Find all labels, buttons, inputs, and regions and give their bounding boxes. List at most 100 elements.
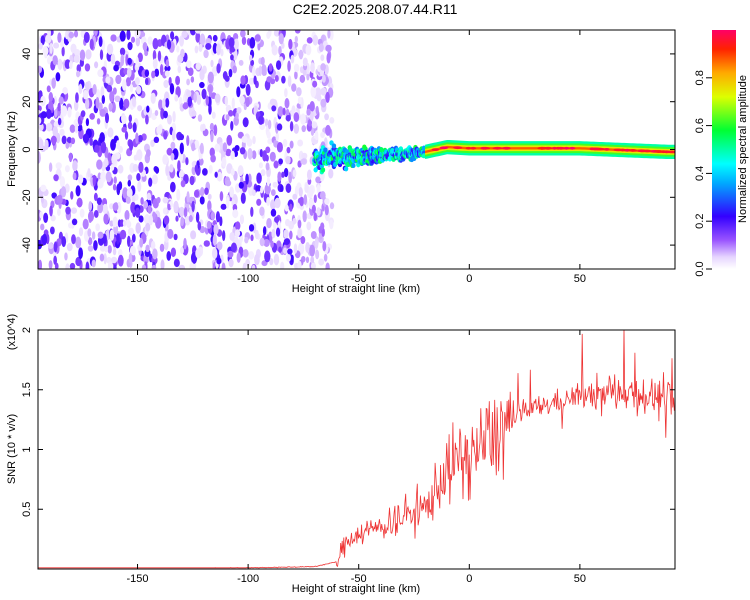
- noise-speckle: [166, 39, 172, 50]
- noise-speckle: [76, 64, 82, 73]
- peak-speckle: [541, 146, 547, 150]
- noise-speckle: [49, 205, 53, 217]
- noise-speckle: [61, 135, 67, 145]
- x-tick-label: 50: [574, 573, 586, 585]
- noise-speckle: [290, 255, 294, 263]
- noise-speckle: [107, 152, 112, 164]
- noise-speckle: [208, 164, 213, 174]
- noise-speckle: [266, 131, 271, 139]
- noise-speckle: [209, 122, 215, 131]
- noise-speckle: [196, 94, 202, 106]
- noise-speckle: [153, 136, 160, 144]
- noise-speckle: [266, 218, 272, 229]
- noise-speckle: [187, 96, 193, 107]
- noise-speckle: [89, 112, 95, 120]
- noise-speckle: [245, 97, 250, 108]
- x-tick-label: -50: [351, 573, 367, 585]
- x-tick-label: -50: [351, 273, 367, 285]
- noise-speckle: [83, 31, 90, 44]
- noise-speckle: [186, 191, 190, 203]
- noise-speckle: [180, 216, 185, 227]
- noise-speckle: [43, 212, 49, 223]
- noise-speckle: [211, 66, 218, 77]
- noise-speckle: [216, 63, 221, 74]
- chart-title: C2E2.2025.208.07.44.R11: [293, 1, 458, 17]
- noise-speckle: [316, 207, 321, 217]
- noise-speckle: [127, 121, 133, 130]
- y-tick-label: 0: [21, 146, 33, 152]
- noise-speckle: [135, 36, 141, 47]
- noise-speckle: [179, 35, 184, 47]
- noise-speckle: [46, 85, 51, 93]
- noise-speckle: [294, 35, 298, 43]
- noise-speckle: [325, 44, 332, 52]
- noise-speckle: [96, 197, 102, 206]
- noise-speckle: [73, 54, 80, 63]
- noise-speckle: [221, 156, 227, 168]
- noise-speckle: [300, 113, 306, 125]
- y-tick-label: 0.5: [21, 502, 33, 517]
- noise-speckle: [107, 245, 112, 254]
- noise-speckle: [133, 154, 138, 161]
- noise-speckle: [145, 244, 150, 253]
- noise-speckle: [262, 150, 268, 162]
- noise-speckle: [274, 74, 279, 82]
- noise-speckle: [285, 115, 291, 122]
- noise-speckle: [320, 98, 327, 108]
- noise-speckle: [72, 160, 78, 172]
- noise-speckle: [165, 164, 170, 177]
- noise-speckle: [65, 141, 70, 149]
- noise-speckle: [135, 207, 141, 218]
- noise-speckle: [305, 44, 312, 56]
- noise-speckle: [194, 164, 199, 173]
- noise-speckle: [259, 149, 263, 158]
- noise-speckle: [89, 38, 94, 50]
- noise-speckle: [106, 43, 114, 55]
- noise-speckle: [48, 91, 54, 102]
- noise-speckle: [252, 135, 256, 145]
- noise-speckle: [250, 59, 255, 66]
- noise-speckle: [126, 187, 133, 199]
- noise-speckle: [136, 173, 141, 182]
- noise-speckle: [212, 34, 218, 42]
- noise-speckle: [94, 61, 99, 69]
- noise-speckle: [128, 114, 133, 123]
- x-tick-label: 0: [466, 573, 472, 585]
- noise-speckle: [203, 240, 210, 247]
- noise-speckle: [121, 126, 127, 133]
- noise-speckle: [97, 231, 104, 239]
- noise-speckle: [246, 138, 253, 147]
- noise-speckle: [269, 98, 276, 106]
- noise-speckle: [214, 93, 221, 104]
- noise-speckle: [259, 237, 265, 247]
- noise-speckle: [99, 49, 104, 61]
- noise-speckle: [242, 249, 249, 258]
- noise-speckle: [270, 208, 277, 217]
- colorbar-tick-label: 0.8: [694, 70, 706, 85]
- noise-speckle: [105, 76, 111, 84]
- noise-speckle: [325, 91, 330, 104]
- noise-speckle: [228, 109, 234, 117]
- noise-speckle: [113, 264, 117, 269]
- noise-speckle: [44, 139, 49, 151]
- noise-speckle: [154, 109, 159, 116]
- noise-speckle: [254, 34, 261, 42]
- noise-speckle: [301, 125, 307, 133]
- noise-speckle: [66, 136, 72, 144]
- noise-speckle: [325, 262, 330, 269]
- noise-speckle: [172, 110, 176, 123]
- noise-speckle: [146, 149, 151, 158]
- noise-speckle: [311, 204, 316, 214]
- noise-speckle: [89, 136, 93, 146]
- noise-speckle: [148, 177, 153, 187]
- noise-speckle: [193, 189, 200, 198]
- noise-speckle: [199, 226, 206, 234]
- noise-speckle: [305, 242, 310, 253]
- noise-speckle: [321, 227, 325, 238]
- noise-speckle: [177, 160, 181, 172]
- noise-speckle: [207, 71, 214, 84]
- noise-speckle: [78, 174, 84, 185]
- noise-speckle: [166, 114, 172, 125]
- noise-speckle: [119, 229, 127, 240]
- noise-speckle: [186, 135, 190, 147]
